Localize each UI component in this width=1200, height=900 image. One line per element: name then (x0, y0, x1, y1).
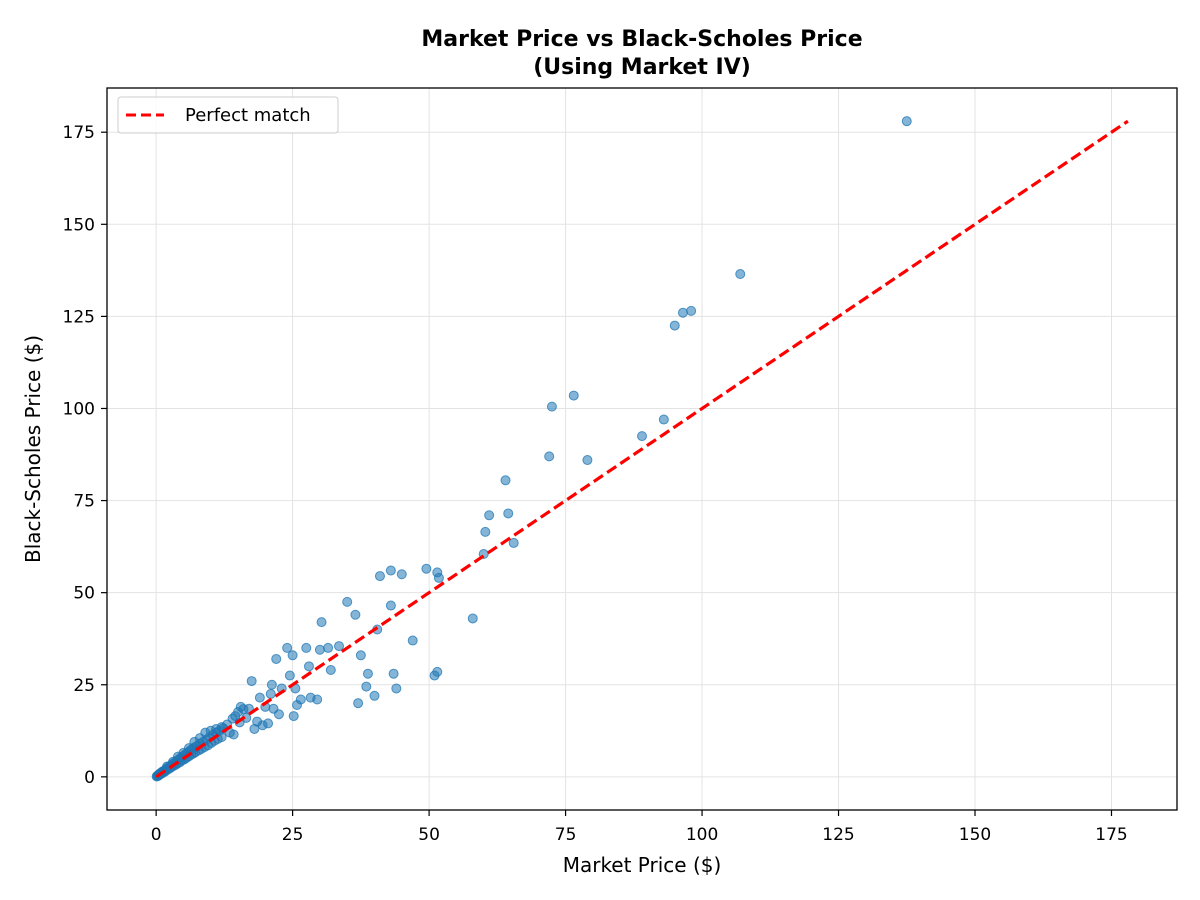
data-point (686, 305, 697, 316)
x-axis-label: Market Price ($) (563, 853, 722, 877)
data-point (544, 451, 555, 462)
data-point (369, 690, 380, 701)
y-tick-label: 175 (63, 123, 95, 143)
data-point (263, 718, 274, 729)
data-point (374, 571, 385, 582)
chart-title-line-2: (Using Market IV) (533, 55, 751, 80)
x-tick-label: 75 (555, 825, 577, 845)
data-point (334, 641, 345, 652)
data-point (183, 743, 194, 754)
data-point (396, 569, 407, 580)
data-point (385, 600, 396, 611)
legend: Perfect match (117, 96, 339, 134)
data-point (316, 617, 327, 628)
data-point (385, 565, 396, 576)
data-point (303, 661, 314, 672)
plot-area-frame (106, 87, 1178, 811)
data-point (301, 642, 312, 653)
data-point (433, 572, 444, 583)
x-tick-label: 150 (959, 825, 991, 845)
x-tick-label: 125 (822, 825, 854, 845)
data-point (480, 526, 491, 537)
data-point (677, 307, 688, 318)
data-point (312, 694, 323, 705)
data-point (735, 269, 746, 280)
data-point (325, 665, 336, 676)
legend-box (117, 96, 339, 134)
x-tick-label: 175 (1095, 825, 1127, 845)
data-point (568, 390, 579, 401)
data-points (151, 116, 912, 782)
y-axis-label: Black-Scholes Price ($) (21, 335, 45, 563)
legend-label: Perfect match (185, 105, 311, 126)
data-point (658, 414, 669, 425)
data-point (361, 681, 372, 692)
data-point (391, 683, 402, 694)
y-tick-label: 125 (63, 307, 95, 327)
data-point (500, 475, 511, 486)
data-point (265, 688, 276, 699)
data-point (216, 732, 227, 743)
chart-title-line-1: Market Price vs Black-Scholes Price (421, 27, 862, 52)
y-tick-label: 50 (73, 584, 95, 604)
data-point (353, 698, 364, 709)
data-point (342, 596, 353, 607)
data-point (508, 537, 519, 548)
data-point (467, 613, 478, 624)
data-point (350, 609, 361, 620)
x-tick-label: 25 (282, 825, 304, 845)
x-tick-label: 100 (686, 825, 718, 845)
data-point (287, 650, 298, 661)
data-point (637, 431, 647, 442)
data-point (235, 701, 246, 712)
data-point (546, 401, 557, 412)
data-point (228, 729, 239, 740)
data-point (388, 668, 399, 679)
data-point (246, 676, 257, 687)
x-tick-label: 0 (151, 825, 162, 845)
grid (107, 88, 1177, 810)
data-point (484, 510, 495, 521)
data-point (314, 644, 325, 655)
y-tick-label: 0 (84, 768, 95, 788)
x-tick-label: 50 (418, 825, 440, 845)
reference-line-layer (155, 119, 1129, 779)
y-tick-label: 150 (63, 215, 95, 235)
data-point (282, 642, 293, 653)
data-point (288, 711, 299, 722)
data-point (421, 563, 432, 574)
data-point (582, 455, 593, 466)
axis-ticks: 0 25 50 75 100 125 150 175 0 25 50 75 100 125 150 175 (63, 123, 1128, 845)
y-tick-label: 75 (73, 492, 95, 512)
data-point (284, 670, 295, 681)
data-point (362, 668, 373, 679)
data-point (407, 635, 418, 646)
data-point (295, 694, 306, 705)
data-point (266, 679, 277, 690)
data-point (271, 653, 282, 664)
data-point (432, 666, 443, 677)
data-point (254, 692, 265, 703)
y-tick-label: 100 (63, 399, 95, 419)
data-point (323, 642, 334, 653)
data-point (355, 650, 366, 661)
perfect-match-line (155, 119, 1129, 779)
data-point (503, 508, 514, 519)
data-point (273, 709, 284, 720)
data-point (901, 116, 912, 127)
y-tick-label: 25 (73, 676, 95, 696)
data-point (669, 320, 680, 331)
